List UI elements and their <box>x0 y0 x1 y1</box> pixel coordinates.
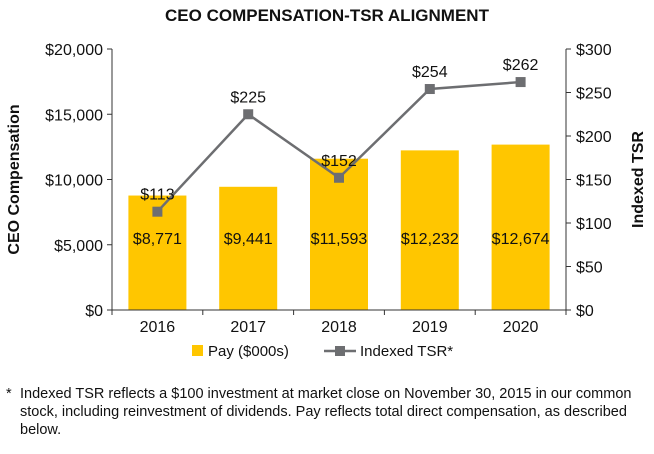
legend-label-tsr: Indexed TSR* <box>360 343 453 360</box>
right-tick-label: $0 <box>576 303 594 320</box>
x-tick-label: 2016 <box>140 319 176 336</box>
x-tick-label: 2018 <box>321 319 357 336</box>
x-tick-label: 2019 <box>412 319 448 336</box>
bar-2018 <box>310 158 368 310</box>
left-tick-label: $15,000 <box>45 107 103 124</box>
tsr-point <box>334 172 344 183</box>
combo-chart: CEO COMPENSATION-TSR ALIGNMENT $0 $5,000 $… <box>6 6 647 360</box>
bar-data-label: $12,232 <box>401 231 459 248</box>
left-tick-label: $5,000 <box>54 238 103 255</box>
tsr-point <box>243 109 254 120</box>
left-axis-title: CEO Compensation <box>6 104 23 254</box>
legend-swatch-pay <box>192 345 203 356</box>
x-tick-label: 2017 <box>230 319 266 336</box>
right-tick-label: $250 <box>576 86 612 103</box>
tsr-data-label: $113 <box>140 187 175 204</box>
right-tick-label: $300 <box>576 42 612 59</box>
right-tick-label: $200 <box>576 129 612 146</box>
right-axis-title: Indexed TSR <box>630 131 647 228</box>
bar-data-label: $12,674 <box>492 231 550 248</box>
tsr-data-label: $152 <box>321 153 357 170</box>
chart-title: CEO COMPENSATION-TSR ALIGNMENT <box>165 6 490 25</box>
tsr-point <box>424 84 435 95</box>
tsr-point <box>152 206 163 217</box>
bar-data-label: $8,771 <box>133 231 182 248</box>
tsr-data-label: $254 <box>412 64 448 81</box>
bar-2017 <box>219 186 278 310</box>
right-tick-label: $150 <box>576 173 612 190</box>
tsr-data-label: $225 <box>230 89 266 106</box>
bar-data-label: $11,593 <box>311 231 368 248</box>
footnote-text: Indexed TSR reflects a $100 investment a… <box>20 386 632 438</box>
tsr-data-label: $262 <box>503 57 539 74</box>
right-tick-label: $50 <box>576 260 603 277</box>
x-tick-label: 2020 <box>503 319 539 336</box>
left-tick-label: $0 <box>85 303 103 320</box>
bar-2019 <box>400 150 459 310</box>
bar-data-label: $9,441 <box>224 231 273 248</box>
legend-label-pay: Pay ($000s) <box>208 343 289 360</box>
left-tick-label: $10,000 <box>45 173 103 190</box>
legend-marker-tsr <box>335 346 345 356</box>
left-tick-label: $20,000 <box>45 42 103 59</box>
footnote-marker: * <box>6 386 12 402</box>
footnote: * Indexed TSR reflects a $100 investment… <box>4 385 644 439</box>
right-tick-label: $100 <box>576 216 612 233</box>
bar-2020 <box>491 144 550 310</box>
tsr-point <box>515 77 526 88</box>
